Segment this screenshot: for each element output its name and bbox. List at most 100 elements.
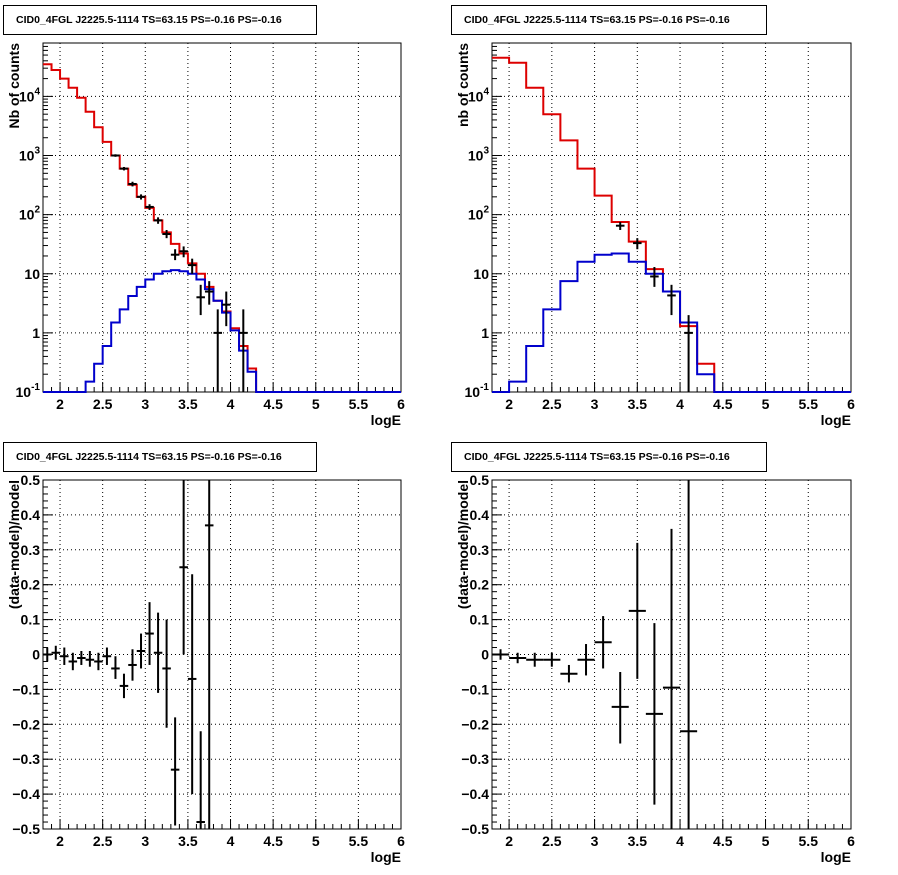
data-point xyxy=(77,651,86,665)
x-tick-label: 4.5 xyxy=(713,833,733,849)
data-point xyxy=(560,664,578,683)
y-axis-label: (data-model)/model xyxy=(6,480,22,609)
plot-frame xyxy=(42,42,402,393)
data-point xyxy=(204,281,214,305)
x-tick-label: 4.5 xyxy=(713,396,733,412)
x-tick-label: 3.5 xyxy=(178,396,198,412)
data-point xyxy=(611,671,629,744)
y-tick-label: −0.2 xyxy=(12,716,40,732)
data-point xyxy=(162,619,171,728)
histogram-series xyxy=(43,63,401,393)
y-tick-label: −0.4 xyxy=(12,786,40,802)
y-tick-label: 0.4 xyxy=(470,507,490,523)
data-point xyxy=(196,731,205,829)
data-point xyxy=(633,238,642,250)
x-axis-label: logE xyxy=(371,849,401,865)
y-tick-label: 10-1 xyxy=(16,382,41,400)
y-tick-label: −0.2 xyxy=(461,716,489,732)
y-axis-label: Nb of counts xyxy=(6,43,22,129)
data-point xyxy=(204,480,214,829)
data-point xyxy=(615,222,625,230)
y-tick-label: 10-1 xyxy=(465,382,490,400)
x-tick-label: 6 xyxy=(397,833,405,849)
x-tick-label: 6 xyxy=(847,833,855,849)
x-tick-label: 2.5 xyxy=(542,833,562,849)
y-tick-label: 0.3 xyxy=(21,542,41,558)
x-tick-label: 2.5 xyxy=(542,396,562,412)
y-tick-label: 0.5 xyxy=(21,472,41,488)
y-tick-label: 0.3 xyxy=(470,542,490,558)
data-point xyxy=(577,644,595,676)
data-point xyxy=(162,229,171,239)
x-tick-label: 3.5 xyxy=(628,396,648,412)
y-tick-label: 0.2 xyxy=(470,577,490,593)
x-tick-label: 6 xyxy=(847,396,855,412)
y-axis-label: nb of counts xyxy=(455,43,471,127)
data-point xyxy=(153,612,163,693)
data-point xyxy=(509,652,527,664)
x-tick-label: 3.5 xyxy=(178,833,198,849)
data-point xyxy=(543,652,561,667)
data-point xyxy=(492,649,510,660)
y-tick-label: 103 xyxy=(19,146,41,164)
x-tick-label: 5.5 xyxy=(349,396,369,412)
x-tick-label: 5 xyxy=(312,833,320,849)
y-tick-label: 1 xyxy=(481,325,489,341)
y-tick-label: −0.3 xyxy=(12,751,40,767)
x-tick-label: 2 xyxy=(56,396,64,412)
histogram-series xyxy=(492,56,851,393)
x-tick-label: 3.5 xyxy=(628,833,648,849)
x-tick-label: 4 xyxy=(227,396,235,412)
y-tick-label: 102 xyxy=(468,205,490,223)
x-tick-label: 5.5 xyxy=(799,396,819,412)
x-tick-label: 5.5 xyxy=(349,833,369,849)
data-point xyxy=(222,291,231,327)
data-point xyxy=(662,528,681,829)
x-tick-label: 2 xyxy=(505,833,513,849)
data-point xyxy=(111,154,120,157)
data-point xyxy=(187,258,197,274)
data-point xyxy=(187,574,197,795)
y-tick-label: −0.4 xyxy=(461,786,489,802)
data-point xyxy=(239,309,248,392)
x-tick-label: 3 xyxy=(141,396,149,412)
y-tick-label: −0.1 xyxy=(461,681,489,697)
data-point xyxy=(94,652,103,671)
y-tick-label: 10 xyxy=(473,266,489,282)
y-tick-label: 0 xyxy=(32,647,40,663)
data-point xyxy=(170,717,180,826)
y-tick-label: 0.2 xyxy=(21,577,41,593)
data-point xyxy=(85,651,95,667)
x-tick-label: 3 xyxy=(591,833,599,849)
x-tick-label: 5 xyxy=(312,396,320,412)
y-tick-label: 104 xyxy=(19,86,41,104)
y-tick-label: 0.5 xyxy=(470,472,490,488)
chart-title: CID0_4FGL J2225.5-1114 TS=63.15 PS=-0.16… xyxy=(451,442,767,472)
data-point xyxy=(153,217,163,224)
data-point xyxy=(119,166,129,171)
x-tick-label: 4 xyxy=(227,833,235,849)
data-point xyxy=(667,284,676,316)
data-point xyxy=(102,647,112,665)
y-tick-label: 103 xyxy=(468,146,490,164)
x-tick-label: 4 xyxy=(676,833,684,849)
data-point xyxy=(111,656,120,679)
x-axis-label: logE xyxy=(371,412,401,428)
data-point xyxy=(128,649,137,681)
data-point xyxy=(145,204,154,210)
y-axis-label: (data-model)/model xyxy=(455,480,471,609)
data-point xyxy=(136,633,146,669)
chart-title: CID0_4FGL J2225.5-1114 TS=63.15 PS=-0.16… xyxy=(3,442,317,472)
x-tick-label: 4.5 xyxy=(263,833,283,849)
x-tick-label: 5.5 xyxy=(799,833,819,849)
x-tick-label: 3 xyxy=(141,833,149,849)
data-point xyxy=(526,652,544,667)
x-tick-label: 5 xyxy=(762,833,770,849)
histogram-series xyxy=(43,269,401,393)
data-point xyxy=(594,616,612,669)
y-tick-label: 0.4 xyxy=(21,507,41,523)
data-point xyxy=(645,623,663,805)
x-tick-label: 5 xyxy=(762,396,770,412)
y-tick-label: 0 xyxy=(481,647,489,663)
x-tick-label: 6 xyxy=(397,396,405,412)
